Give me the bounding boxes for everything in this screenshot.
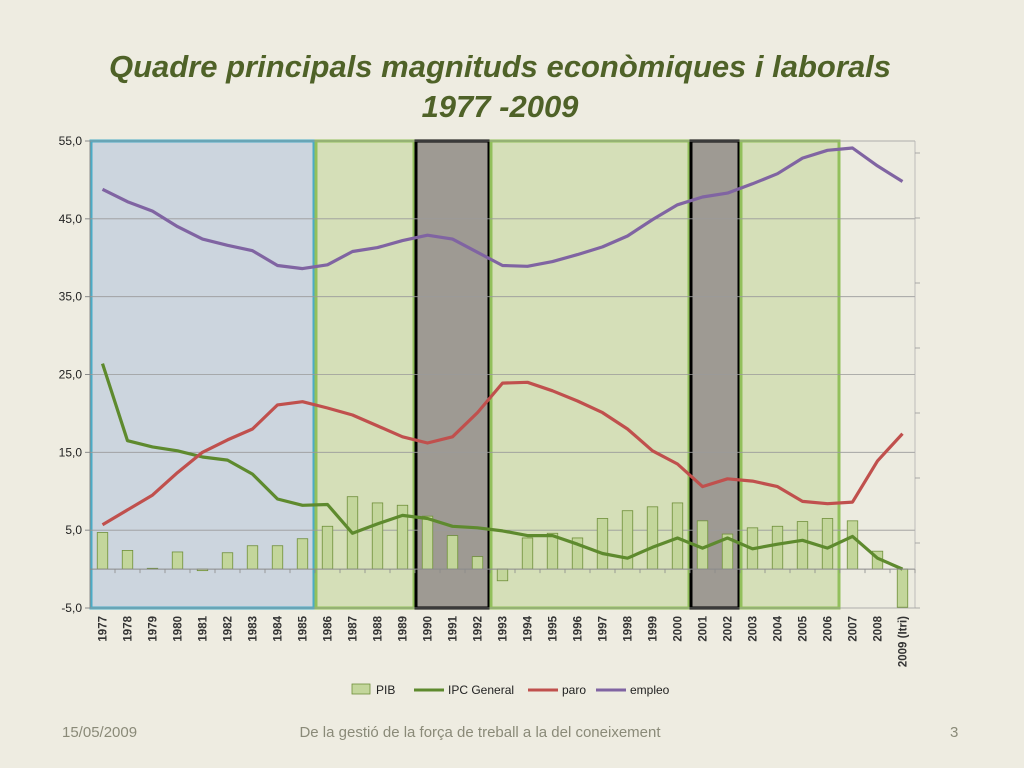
x-tick-label: 2009 (Itri) [898,616,910,667]
pib-bar-1990 [421,515,434,570]
y-tick-labels: -5,0 5,0 15,0 25,0 35,0 45,0 55,0 [59,134,83,615]
x-tick-label: 1986 [323,616,335,642]
x-tick-label: 1979 [148,616,160,642]
pib-bar-1984 [271,545,284,570]
y-tick-label: -5,0 [61,601,82,615]
x-tick-label: 2000 [673,616,685,642]
x-tick-label: 1983 [248,616,260,642]
axes [85,140,920,609]
x-tick-label: 2005 [798,615,810,641]
pib-bar-1995 [546,532,559,570]
pib-bar-1983 [246,545,259,570]
x-tick-label: 1993 [498,616,510,642]
x-tick-label: 1990 [423,616,435,642]
x-tick-label: 1978 [123,615,135,641]
pib-bar-2005 [796,521,809,570]
pib-bar-1994 [521,537,534,570]
line-ipc-general [100,363,904,571]
pib-bar-2006 [821,518,834,570]
x-tick-label: 2003 [748,616,760,642]
x-tick-label: 1987 [348,616,360,642]
pib-bar-1986 [321,525,334,570]
pib-bar-1988 [371,502,384,570]
legend-label: IPC General [448,683,514,697]
x-tick-label: 1985 [298,615,310,641]
line-paro [101,380,904,527]
pib-bar-1977 [96,532,109,570]
pib-bar-1998 [621,510,634,570]
x-tick-label: 1982 [223,616,235,642]
x-tick-label: 2006 [823,616,835,642]
pib-bar-2009 (Itri) [896,568,909,608]
x-tick-label: 1995 [548,615,560,641]
y-tick-label: 25,0 [59,368,83,382]
footer-date: 15/05/2009 [62,724,138,741]
pib-bar-1991 [446,535,459,570]
pib-bar-1997 [596,518,609,570]
legend: PIB IPC General paro empleo [351,683,670,697]
x-tick-label: 1992 [473,616,485,642]
x-tick-label: 1997 [598,616,610,642]
y-tick-label: 15,0 [59,445,83,459]
x-tick-label: 1994 [523,615,535,641]
x-tick-label: 1977 [98,616,110,642]
x-tick-label: 2008 [873,615,885,641]
pib-bar-2000 [671,502,684,570]
y-tick-label: 55,0 [59,134,83,148]
y-tick-label: 35,0 [59,290,83,304]
x-tick-labels: 1977 1978 1979 1980 1981 1982 1983 1984 1985 1986… [98,615,910,667]
x-tick-label: 2002 [723,616,735,642]
pib-bar-1982 [221,552,234,570]
slide-title: Quadre principals magnituds econòmiques … [108,49,892,84]
x-tick-label: 1999 [648,616,660,642]
x-tick-label: 2004 [773,615,785,641]
pib-bar-1978 [121,550,134,570]
x-tick-label: 2001 [698,615,710,641]
pib-bar-1980 [171,551,184,570]
legend-swatch-pib [351,683,371,695]
x-tick-label: 1980 [173,616,185,642]
x-tick-label: 1984 [273,615,285,641]
y-tick-label: 45,0 [59,212,83,226]
legend-label: PIB [376,683,395,697]
pib-bar-1999 [646,506,659,570]
x-tick-label: 1981 [198,615,210,641]
x-tick-label: 1991 [448,615,460,641]
pib-bars [96,496,909,608]
pib-bar-2004 [771,525,784,570]
pib-bar-1993 [496,568,509,582]
pib-bar-2007 [846,520,859,570]
x-tick-label: 1989 [398,616,410,642]
footer-text: De la gestió de la força de treball a la… [299,724,661,741]
x-tick-label: 2007 [848,616,860,642]
pib-bar-1985 [296,538,309,570]
pib-bar-1992 [471,556,484,570]
legend-label: empleo [630,683,670,697]
y-tick-label: 5,0 [65,523,82,537]
legend-label: paro [562,683,586,697]
x-tick-label: 1998 [623,615,635,641]
x-tick-label: 1988 [373,615,385,641]
x-tick-label: 1996 [573,616,585,642]
series-lines [100,146,904,571]
page-number: 3 [950,724,959,741]
line-empleo [101,146,904,271]
slide-subtitle: 1977 -2009 [421,89,579,124]
